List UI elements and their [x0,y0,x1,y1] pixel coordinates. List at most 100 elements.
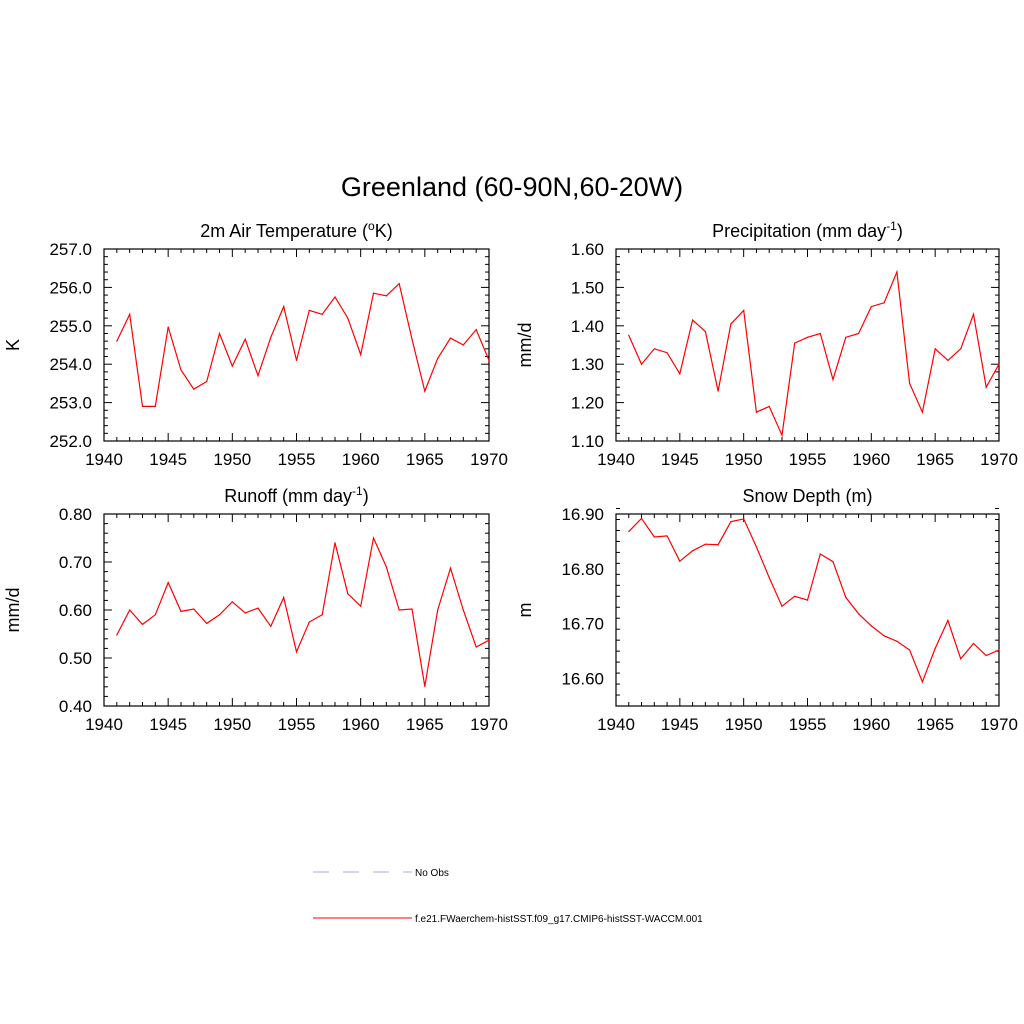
y-tick-label: 1.50 [571,278,604,297]
data-point [679,560,681,562]
data-point [921,681,924,683]
x-tick-label: 1940 [597,450,635,469]
data-point [334,296,336,298]
data-point [360,354,362,356]
x-tick-label: 1970 [470,450,508,469]
data-point [768,577,770,579]
data-point [653,348,655,350]
x-tick-label: 1950 [213,450,251,469]
data-point [257,375,259,377]
data-point [385,295,387,297]
data-point [141,623,144,626]
data-point [921,411,924,413]
data-point [896,271,898,273]
y-tick-label: 1.20 [571,394,604,413]
x-tick-label: 1955 [278,450,316,469]
data-point [270,625,272,627]
x-tick-label: 1970 [980,450,1018,469]
y-tick-label: 257.0 [49,240,92,259]
panel-title: Runoff (mm day-1) [224,484,368,506]
data-point [870,625,872,627]
data-point [321,614,323,616]
x-tick-label: 1965 [406,450,444,469]
data-point [883,635,885,637]
data-point [819,332,821,335]
y-tick-label: 256.0 [49,278,92,297]
data-point [129,609,131,611]
data-point [781,434,783,436]
x-tick-label: 1940 [85,450,123,469]
plot-frame [615,513,1000,707]
x-tick-label: 1945 [661,715,699,734]
data-point [819,553,821,555]
data-point [244,338,246,340]
data-point [462,609,464,611]
data-point [180,610,182,613]
data-point [653,536,655,538]
data-point [947,619,949,622]
data-point [845,596,847,598]
data-point [295,359,298,361]
x-tick-label: 1945 [149,450,187,469]
legend-label: f.e21.FWaerchem-histSST.f09_g17.CMIP6-hi… [415,914,703,925]
y-tick-label: 1.10 [571,432,604,451]
data-point [372,537,375,539]
data-point [628,530,630,533]
data-point [475,646,477,648]
data-point [832,561,834,563]
data-point [334,542,336,544]
y-tick-label: 254.0 [49,355,92,374]
legend-label: No Obs [415,868,449,879]
data-point [960,658,962,660]
panel-4: Snow Depth (m) m 1940 1945 1950 1955 1960 1965 1… [515,486,1018,734]
series-line [628,269,1000,438]
series-line [628,517,1000,684]
data-point [743,309,745,312]
data-point [206,622,208,625]
data-point [475,329,477,331]
data-point [295,651,298,653]
data-point [960,348,962,350]
data-point [257,607,259,609]
x-tick-label: 1940 [597,715,635,734]
panel-2: Precipitation (mm day-1) mm/d 1940 1945 1950… [515,219,1018,469]
data-point [449,337,452,339]
data-point [692,550,694,552]
y-tick-label: 16.70 [561,615,604,634]
y-tick-label: 253.0 [49,394,92,413]
data-point [832,378,834,381]
series-line [116,282,490,407]
data-point [372,292,375,294]
data-point [424,685,426,687]
panel-title: 2m Air Temperature (oK) [200,219,392,241]
data-point [116,634,118,636]
data-point [934,647,936,650]
data-point [666,535,668,537]
y-tick-label: 0.70 [59,553,92,572]
y-tick-label: 0.40 [59,697,92,716]
data-point [244,612,246,614]
y-tick-label: 255.0 [49,317,92,336]
panel-3: Runoff (mm day-1) mm/d 1940 1945 1950 1955 196… [3,484,508,734]
x-tick-label: 1950 [725,715,763,734]
data-point [206,380,208,383]
data-point [781,605,783,607]
data-point [437,357,439,360]
legend-entry: No Obs [313,868,449,879]
x-tick-label: 1945 [149,715,187,734]
data-point [806,336,809,338]
panel-title: Precipitation (mm day-1) [712,219,903,241]
data-point [488,639,490,641]
data-point [704,543,706,545]
data-point [231,601,233,603]
plot-frame [615,248,1000,442]
x-tick-label: 1965 [916,715,954,734]
data-point [193,608,195,610]
y-axis-label: mm/d [3,588,23,633]
data-point [704,330,706,333]
data-point [167,582,169,584]
data-point [218,332,221,335]
y-tick-label: 1.30 [571,355,604,374]
data-point [794,342,796,344]
x-tick-label: 1955 [789,450,827,469]
